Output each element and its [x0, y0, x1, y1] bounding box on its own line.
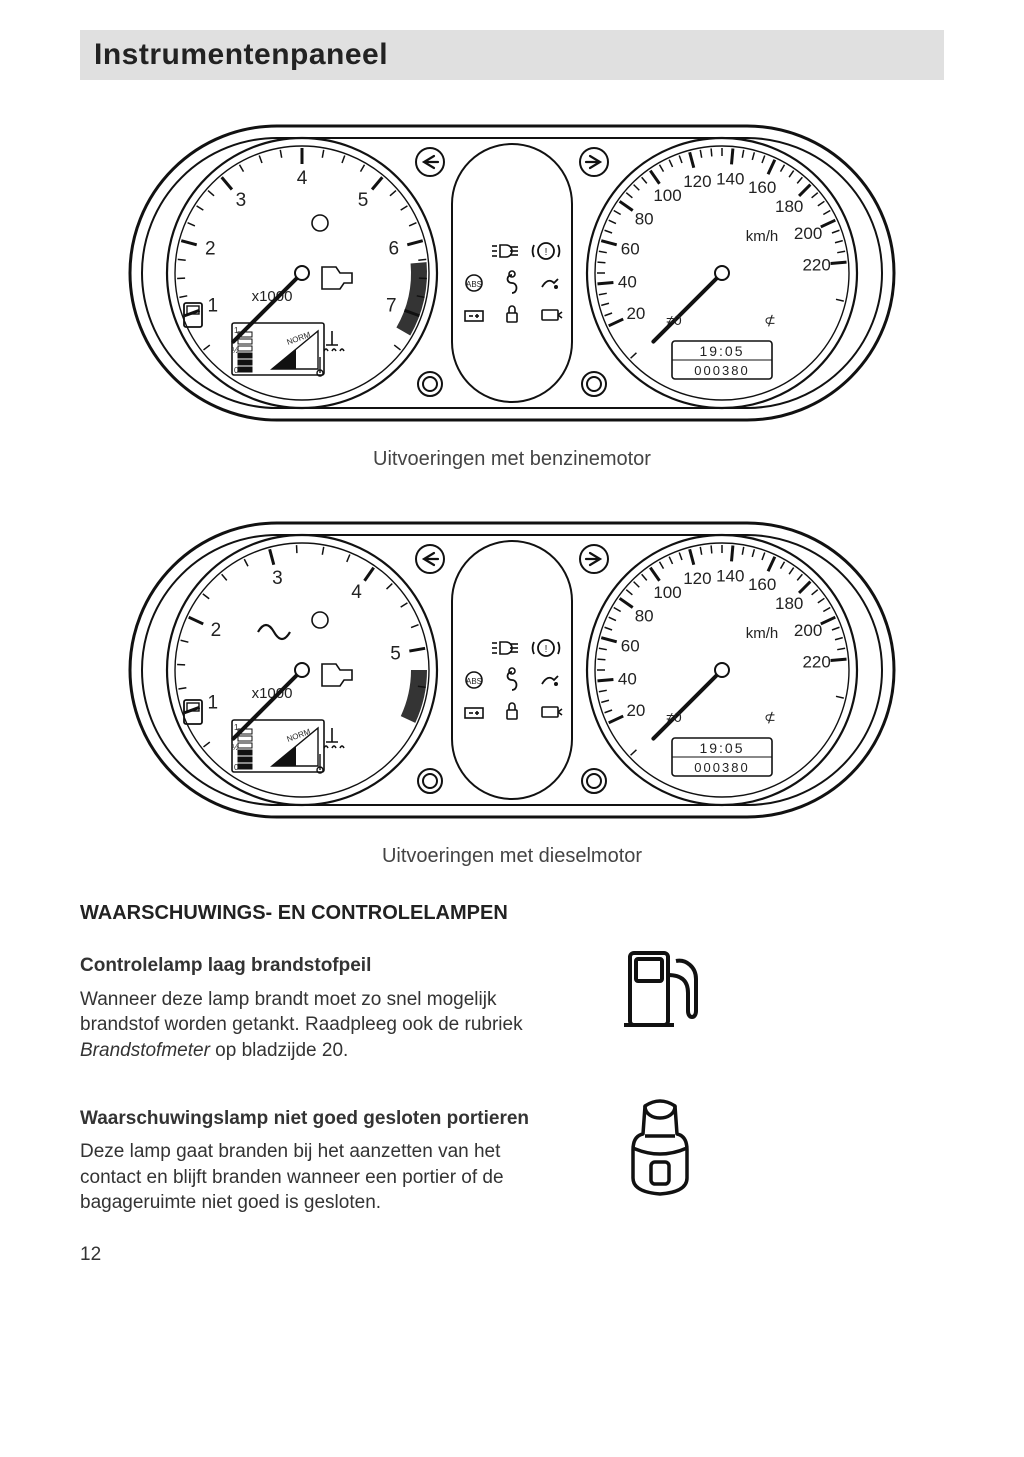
cluster-diesel: 12345x10001½0NORM20406080100120140160180…	[80, 505, 944, 868]
svg-text:20: 20	[626, 304, 645, 323]
fuel-icon	[580, 939, 740, 1044]
cluster-petrol: 1234567x10001½0NORM204060801001201401601…	[80, 108, 944, 471]
svg-text:160: 160	[748, 575, 776, 594]
page-title: Instrumentenpaneel	[80, 30, 944, 80]
svg-text:⊄: ⊄	[764, 709, 776, 725]
svg-text:3: 3	[272, 568, 283, 589]
caption-petrol: Uitvoeringen met benzinemotor	[80, 448, 944, 471]
svg-text:≠0: ≠0	[666, 709, 682, 725]
svg-text:4: 4	[351, 582, 362, 603]
svg-text:½: ½	[232, 346, 239, 355]
svg-text:ABS: ABS	[466, 280, 482, 289]
svg-text:0: 0	[234, 366, 239, 375]
item2-title: Waarschuwingslamp niet goed gesloten por…	[80, 1106, 540, 1132]
svg-text:80: 80	[635, 210, 654, 229]
svg-text:1: 1	[207, 295, 218, 316]
svg-text:160: 160	[748, 178, 776, 197]
item2-body: Deze lamp gaat branden bij het aanzetten…	[80, 1139, 540, 1216]
svg-text:1: 1	[234, 723, 239, 732]
svg-text:200: 200	[794, 224, 822, 243]
svg-text:120: 120	[683, 172, 711, 191]
svg-text:19:05: 19:05	[699, 343, 744, 359]
svg-text:!: !	[545, 247, 548, 258]
svg-text:000380: 000380	[694, 363, 749, 378]
svg-text:60: 60	[621, 636, 640, 655]
svg-text:2: 2	[211, 620, 222, 641]
svg-text:½: ½	[232, 743, 239, 752]
svg-text:220: 220	[802, 653, 830, 672]
warning-heading: WAARSCHUWINGS- EN CONTROLELAMPEN	[80, 902, 580, 925]
svg-text:NORM: NORM	[286, 727, 312, 744]
svg-text:000380: 000380	[694, 760, 749, 775]
svg-text:20: 20	[626, 701, 645, 720]
caption-diesel: Uitvoeringen met dieselmotor	[80, 845, 944, 868]
svg-text:≠0: ≠0	[666, 312, 682, 328]
svg-text:80: 80	[635, 607, 654, 626]
svg-text:0: 0	[234, 763, 239, 772]
svg-text:1: 1	[234, 326, 239, 335]
door-ajar-icon	[580, 1092, 740, 1207]
page-number: 12	[80, 1244, 944, 1266]
svg-text:100: 100	[653, 186, 681, 205]
svg-text:ABS: ABS	[466, 677, 482, 686]
svg-text:7: 7	[386, 295, 397, 316]
svg-text:5: 5	[358, 190, 369, 211]
svg-text:40: 40	[618, 272, 637, 291]
svg-text:5: 5	[390, 644, 401, 665]
svg-text:220: 220	[802, 256, 830, 275]
svg-text:3: 3	[236, 190, 247, 211]
svg-text:6: 6	[388, 238, 399, 259]
svg-text:180: 180	[775, 197, 803, 216]
svg-text:100: 100	[653, 583, 681, 602]
svg-text:2: 2	[205, 238, 216, 259]
svg-text:140: 140	[716, 566, 744, 585]
svg-text:km/h: km/h	[746, 228, 779, 245]
svg-text:120: 120	[683, 569, 711, 588]
svg-text:km/h: km/h	[746, 625, 779, 642]
svg-text:4: 4	[297, 168, 308, 189]
svg-text:1: 1	[207, 692, 218, 713]
svg-text:⊄: ⊄	[764, 312, 776, 328]
svg-text:200: 200	[794, 621, 822, 640]
item1-body: Wanneer deze lamp brandt moet zo snel mo…	[80, 987, 540, 1064]
svg-text:NORM: NORM	[286, 330, 312, 347]
svg-text:180: 180	[775, 594, 803, 613]
svg-text:140: 140	[716, 169, 744, 188]
svg-text:40: 40	[618, 669, 637, 688]
svg-text:19:05: 19:05	[699, 740, 744, 756]
svg-text:!: !	[545, 644, 548, 655]
item1-title: Controlelamp laag brandstofpeil	[80, 953, 540, 979]
svg-text:60: 60	[621, 239, 640, 258]
